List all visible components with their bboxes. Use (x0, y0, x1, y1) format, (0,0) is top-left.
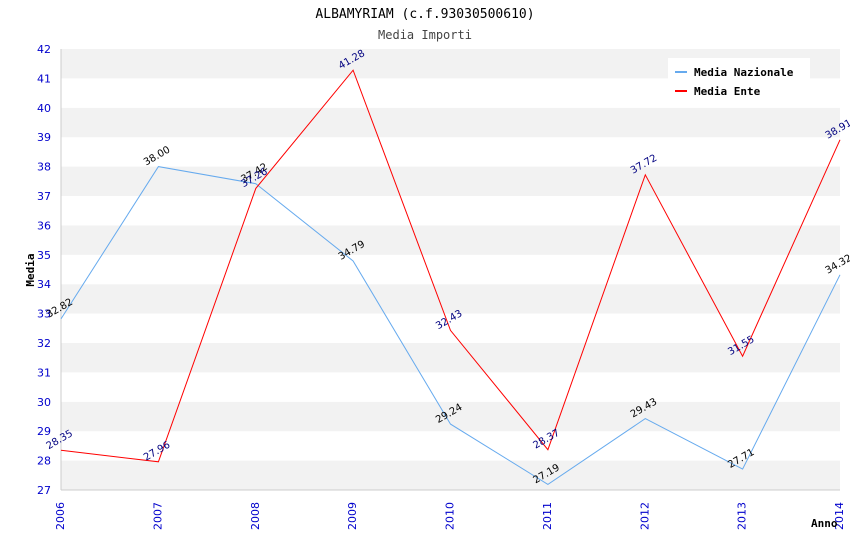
x-tick-label: 2008 (249, 502, 262, 530)
legend: Media Nazionale Media Ente (668, 58, 810, 100)
grid-band (61, 313, 840, 343)
grid-band (61, 372, 840, 402)
x-tick-labels: 2006 2007 2008 2009 2010 2011 2012 2013 2014 (54, 502, 846, 530)
series-lines (60, 69, 841, 485)
y-tick-label: 33 (37, 308, 51, 321)
y-tick-label: 32 (37, 337, 51, 350)
x-tick-label: 2006 (54, 502, 67, 530)
x-tick-label: 2013 (736, 502, 749, 530)
y-tick-label: 27 (37, 484, 51, 497)
series-line (60, 166, 841, 485)
x-axis-label: Anno (811, 517, 838, 530)
x-tick-label: 2012 (638, 502, 651, 530)
y-tick-label: 38 (37, 161, 51, 174)
grid-band (61, 284, 840, 314)
x-tick-label: 2009 (346, 502, 359, 530)
x-tick-label: 2010 (444, 502, 457, 530)
grid-band (61, 166, 840, 196)
chart-title: ALBAMYRIAM (c.f.93030500610) (315, 7, 534, 22)
x-tick-label: 2007 (151, 502, 164, 530)
legend-label: Media Ente (694, 85, 761, 98)
grid-band (61, 401, 840, 432)
y-tick-label: 36 (37, 219, 51, 232)
grid-band (61, 343, 840, 373)
legend-label: Media Nazionale (694, 66, 794, 79)
chart-subtitle: Media Importi (378, 28, 472, 42)
y-tick-label: 34 (37, 278, 51, 291)
y-tick-label: 41 (37, 72, 51, 85)
y-tick-label: 42 (37, 43, 51, 56)
y-tick-label: 37 (37, 190, 51, 203)
y-tick-label: 39 (37, 131, 51, 144)
x-tick-label: 2014 (833, 502, 846, 530)
grid-bands (61, 49, 840, 490)
y-axis-label: Media (24, 253, 37, 286)
grid-band (61, 196, 840, 226)
series-line (60, 69, 841, 463)
x-tick-label: 2011 (541, 502, 554, 530)
y-tick-labels: 27 28 29 30 31 32 33 34 35 36 37 38 39 40 41 42 (37, 43, 51, 497)
y-tick-label: 40 (37, 102, 51, 115)
grid-band (61, 460, 840, 490)
axes (60, 49, 840, 491)
grid-band (61, 107, 840, 138)
y-tick-label: 35 (37, 249, 51, 262)
y-tick-label: 28 (37, 455, 51, 468)
grid-band (61, 431, 840, 461)
legend-box (668, 58, 810, 100)
grid-band (61, 137, 840, 167)
y-tick-label: 30 (37, 396, 51, 409)
grid-band (61, 225, 840, 255)
y-tick-label: 29 (37, 425, 51, 438)
grid-band (61, 254, 840, 285)
y-tick-label: 31 (37, 366, 51, 379)
